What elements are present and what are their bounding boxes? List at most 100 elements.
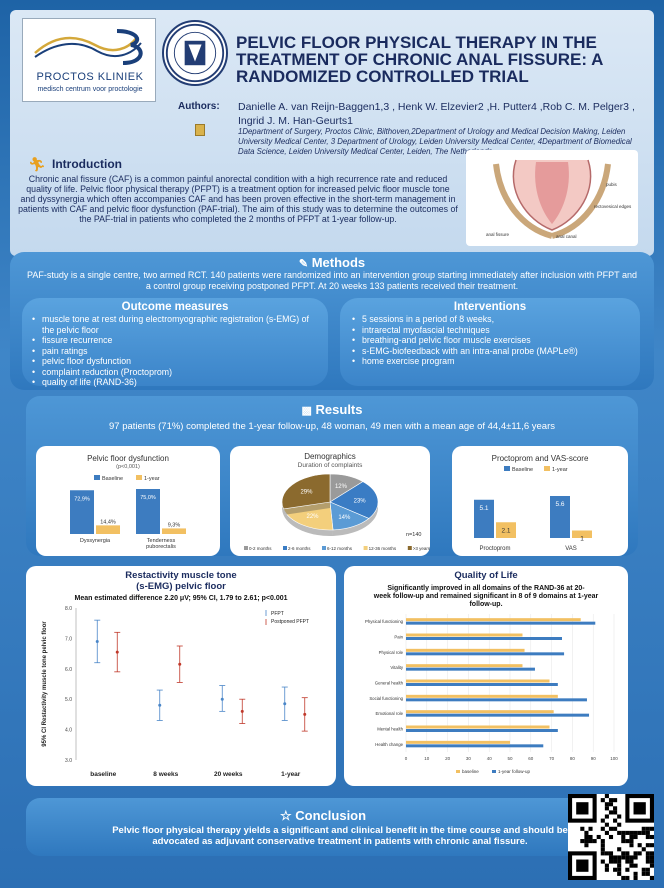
x-tick-label: 8 weeks [153,771,178,778]
intervention-item: 5 sessions in a period of 8 weeks, [352,314,636,325]
bar [496,522,516,538]
x-tick-label: 20 [445,756,451,761]
x-tick-label: 10 [424,756,430,761]
legend-swatch-1year [136,475,142,480]
qr-module [625,855,630,860]
category-label: Emotional role [376,711,404,716]
demographics-pie-chart: 12% 23% 14% 22% 29% n=140 0-2 months 2-6 months… [244,473,430,551]
bar [406,740,510,744]
bar [406,679,550,683]
qr-module [649,834,654,840]
qr-module [629,855,634,860]
university-seal [162,20,228,86]
chart-title: Pelvic floor dysfunction [87,454,169,463]
conclusion-heading: ☆ Conclusion [280,808,366,824]
bar [406,652,565,656]
qr-module [613,855,618,860]
intervention-item: home exercise program [352,356,636,367]
qr-module [633,855,638,860]
legend-swatch [456,770,460,773]
bar [406,698,587,702]
outcome-list: muscle tone at rest during electromyogra… [32,314,322,388]
proctoprom-vas-card: Proctoprom and VAS-score Baseline 1-year 5… [452,446,628,556]
qr-module [584,843,589,848]
qr-module [633,834,638,840]
qr-module [649,875,654,880]
outcome-item: fissure recurrence [32,335,322,346]
qr-module [604,814,609,819]
demographics-card: Demographics Duration of complaints 12% 2… [230,446,430,556]
legend-label: 1-year [552,467,568,473]
y-tick-label: 4.0 [65,728,72,734]
qr-module [617,830,622,835]
bar [406,633,523,637]
pie-slice [329,481,379,519]
qr-module [617,855,622,860]
qr-module [617,871,622,876]
outcome-item: muscle tone at rest during electromyogra… [32,314,322,335]
quality-of-life-card: Quality of Life Significantly improved in… [344,566,628,786]
bar [96,525,120,534]
outcome-item: complaint reduction (Proctoprom) [32,367,322,378]
proctos-logo: PROCTOS KLINIEK medisch centrum voor pro… [22,18,156,102]
qr-module [641,826,646,831]
qr-module [649,843,654,848]
y-tick-label: 3.0 [65,758,72,764]
x-tick-label: 90 [591,756,597,761]
anatomy-label-edges: rectovesical edges [594,204,632,209]
qr-module [625,859,630,864]
category-label: Mental health [377,727,403,732]
legend-swatch [492,770,496,773]
data-label: 72,9% [74,496,90,502]
y-tick-label: 5.0 [65,697,72,703]
interventions-heading: Interventions [453,301,527,313]
qr-module [608,855,614,860]
authors-label: Authors: [178,101,220,112]
legend-swatch-baseline [504,466,510,471]
x-tick-label: 50 [507,756,513,761]
qr-module [613,806,618,811]
anatomy-label-pubis: pubis [606,182,618,187]
legend-label: 1-year follow-up [498,769,531,774]
mean-point [115,650,119,654]
qr-module [633,875,638,880]
star-icon: ☆ [280,808,292,823]
qr-module [600,798,605,803]
qr-module [584,830,589,835]
pelvic-floor-dysfunction-card: Pelvic floor dysfunction (p<0,001) Basel… [36,446,220,556]
qr-module [613,867,618,872]
category-label: VAS [565,546,577,552]
x-tick-label: 40 [487,756,493,761]
x-tick-label: 0 [405,756,408,761]
category-label: Vitality [390,665,403,670]
restactivity-chart: Restactivity muscle tone(s-EMG) pelvic f… [42,570,309,778]
qr-module [645,830,650,835]
legend-swatch-baseline [94,475,100,480]
bar [550,496,570,538]
qr-module [600,826,605,831]
qr-module [604,794,609,799]
pie-slice [283,501,334,531]
data-label: 5.6 [555,501,564,508]
qr-module [629,839,634,844]
qr-module [617,863,622,868]
pie-label: 14% [338,515,351,521]
category-label: Physical functioning [365,619,404,624]
qr-code[interactable] [568,794,654,880]
qr-module [600,839,605,844]
data-label: 5.1 [479,505,488,512]
logo-wave-graphic [34,29,143,65]
outcome-item: pelvic floor dysfunction [32,356,322,367]
legend-label: baseline [462,769,479,774]
qr-module [633,830,638,835]
category-label: Pain [394,635,403,640]
x-tick-label: 30 [466,756,472,761]
pelvic-floor-dysfunction-chart: Baseline 1-year 72,9% 14,4% Dyssynergia 75,0%… [70,475,186,550]
legend-label: 1-year [144,476,160,482]
qr-module [600,818,605,823]
legend-label: Baseline [102,476,123,482]
bar [406,713,590,717]
chart-subtitle: Mean estimated difference 2.20 μV; 95% C… [74,595,287,602]
qr-module [596,834,601,840]
category-label: Physical role [379,650,404,655]
